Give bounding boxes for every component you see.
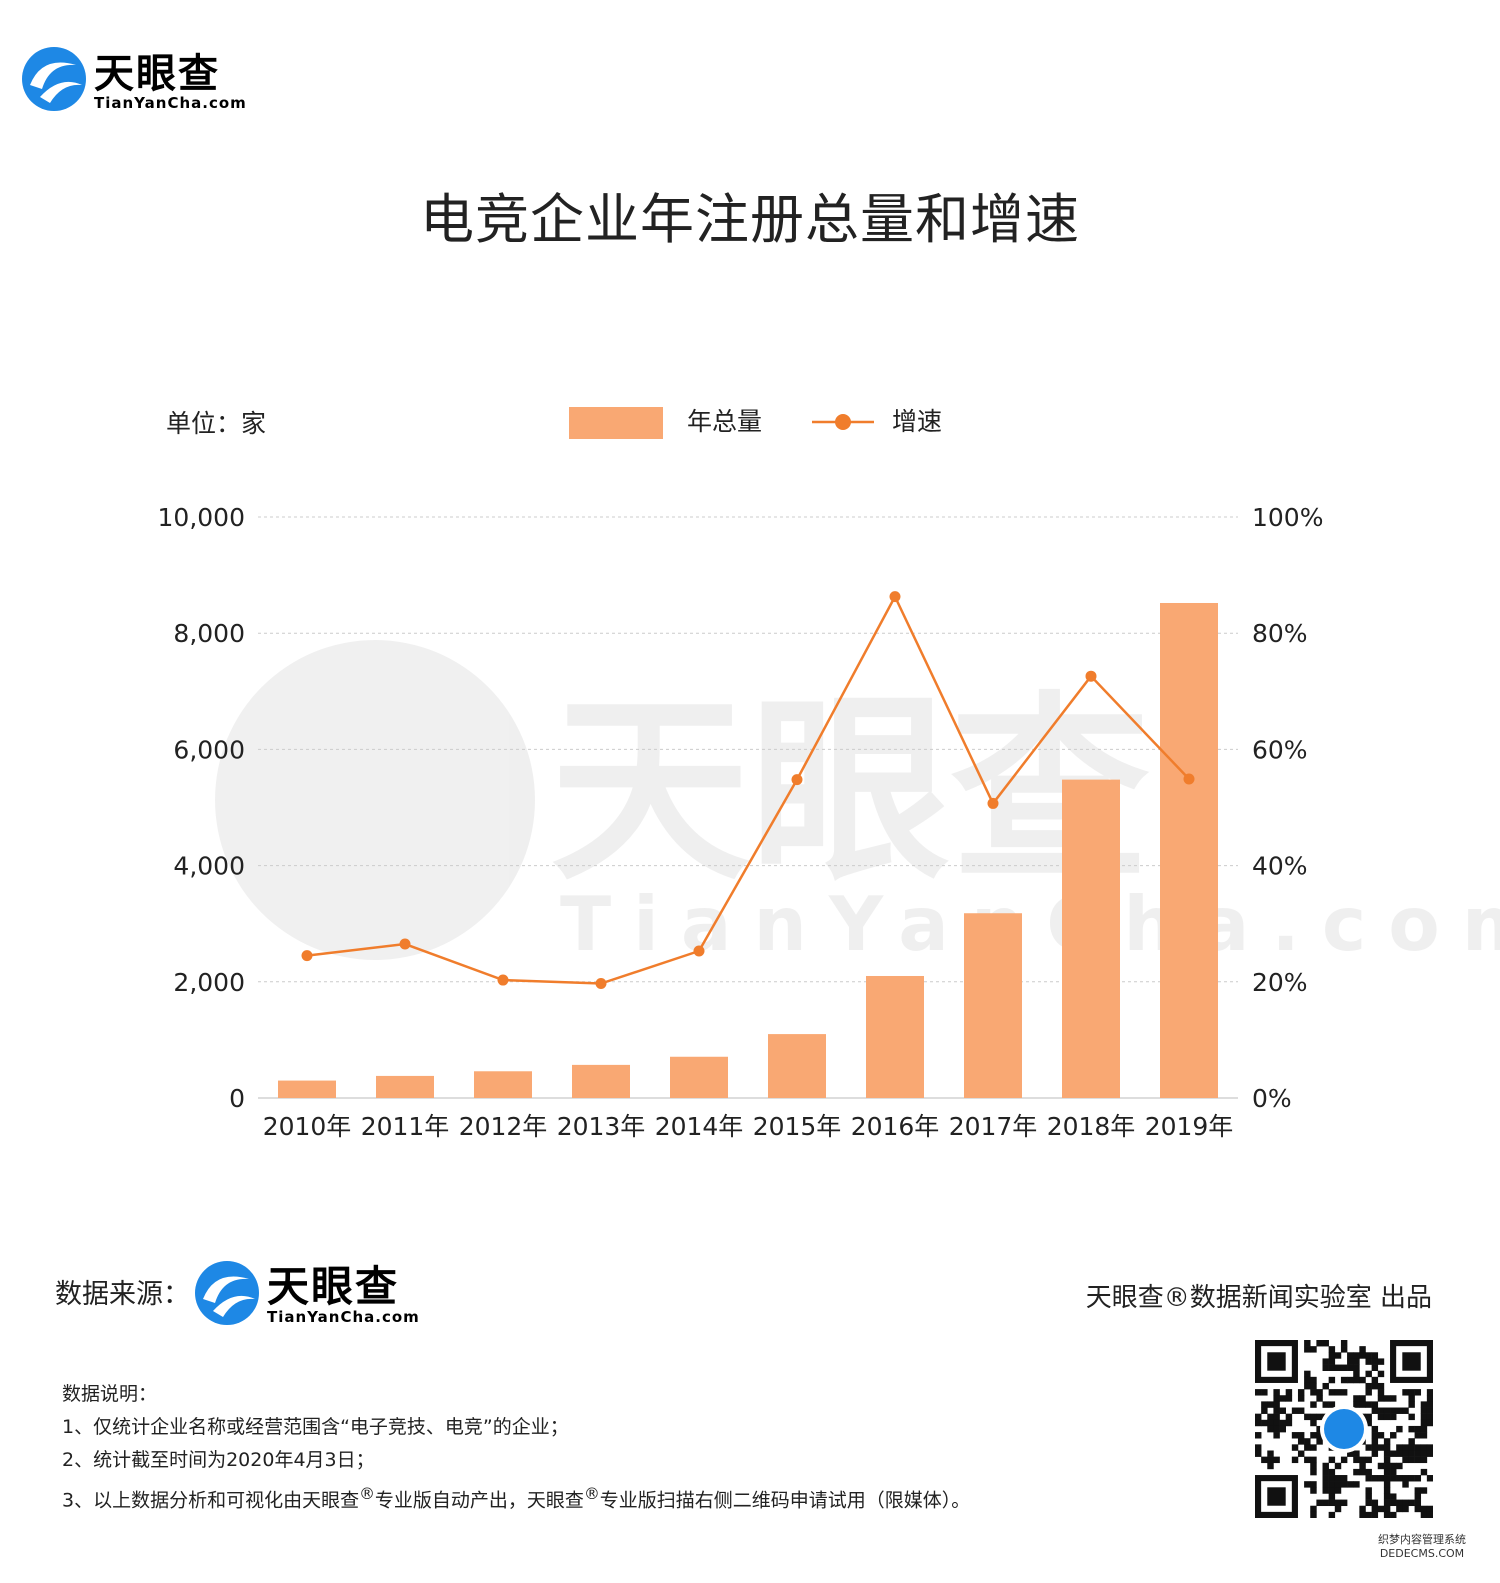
legend-bar-label: 年总量	[687, 407, 762, 436]
page-title: 电竞企业年注册总量和增速	[420, 188, 1080, 251]
logo-cn-text: 天眼查	[94, 51, 220, 97]
x-tick-label: 2019年	[1145, 1112, 1234, 1141]
bar	[1160, 602, 1218, 1098]
notes-line-3a: 3、以上数据分析和可视化由天眼查	[62, 1489, 360, 1512]
data-source: 数据来源： 天眼查 TianYanCha.com	[55, 1255, 475, 1335]
y-right-tick-label: 60%	[1252, 735, 1308, 764]
y-left-tick-label: 8,000	[173, 619, 245, 648]
growth-point	[693, 945, 705, 957]
notes: 数据说明： 1、仅统计企业名称或经营范围含“电子竞技、电竞”的企业； 2、统计截…	[62, 1378, 970, 1517]
notes-line-1: 1、仅统计企业名称或经营范围含“电子竞技、电竞”的企业；	[62, 1416, 569, 1438]
source-logo: 数据来源： 天眼查 TianYanCha.com	[55, 1261, 420, 1326]
corner-watermark-line-1: 织梦内容管理系统	[1378, 1533, 1466, 1546]
source-label: 数据来源：	[55, 1279, 190, 1310]
y-left-tick-label: 0	[229, 1084, 245, 1113]
source-logo-icon	[195, 1261, 259, 1325]
bar	[768, 1034, 826, 1098]
bar	[866, 975, 924, 1098]
brand-logo-top: 天眼查 TianYanCha.com	[20, 45, 260, 115]
watermark: 天眼查 TianYanCha.com	[215, 640, 1500, 968]
chart: 天眼查 TianYanCha.com 0 0% 2,000 20% 4,000 40% 6,…	[158, 407, 1500, 1141]
watermark-en: TianYanCha.com	[560, 880, 1500, 968]
y-left-tick-label: 2,000	[173, 968, 245, 997]
legend: 年总量 增速	[569, 407, 942, 439]
bar-series	[278, 602, 1218, 1098]
corner-watermark-line-2: DEDECMS.COM	[1379, 1547, 1465, 1560]
bar	[376, 1075, 434, 1098]
tianyancha-logo-icon: 天眼查 TianYanCha.com	[22, 47, 247, 112]
logo-en-text: TianYanCha.com	[94, 94, 247, 112]
x-tick-label: 2011年	[361, 1112, 450, 1141]
growth-point	[791, 774, 803, 786]
legend-line-marker	[835, 414, 851, 430]
legend-bar-swatch	[569, 407, 663, 439]
y-right-tick-label: 100%	[1252, 503, 1323, 532]
growth-point	[595, 978, 607, 990]
source-logo-cn: 天眼查	[267, 1262, 399, 1311]
y-right-tick-label: 80%	[1252, 619, 1308, 648]
notes-line-2: 2、统计截至时间为2020年4月3日；	[62, 1449, 375, 1471]
x-tick-label: 2016年	[851, 1112, 940, 1141]
growth-point	[399, 938, 411, 950]
growth-point	[497, 974, 509, 986]
growth-point	[889, 591, 901, 603]
y-right-tick-label: 0%	[1252, 1084, 1292, 1113]
growth-point	[987, 797, 999, 809]
axis-labels: 0 0% 2,000 20% 4,000 40% 6,000 60% 8,000 80% 10,00…	[158, 503, 1324, 1141]
growth-point	[1183, 773, 1195, 785]
x-tick-label: 2013年	[557, 1112, 646, 1141]
bar	[278, 1080, 336, 1098]
growth-point	[1085, 670, 1097, 682]
reg-mark: ®	[359, 1484, 375, 1503]
growth-line	[306, 593, 1190, 985]
bar	[572, 1064, 630, 1098]
qr-code-icon[interactable]	[1255, 1340, 1433, 1518]
reg-mark: ®	[583, 1484, 600, 1503]
line-series	[301, 591, 1195, 990]
credit-text: 天眼查®数据新闻实验室 出品	[1085, 1283, 1432, 1313]
x-tick-label: 2012年	[459, 1112, 548, 1141]
y-left-tick-label: 10,000	[158, 503, 245, 532]
legend-line-label: 增速	[892, 407, 942, 436]
notes-line-3c: 专业版扫描右侧二维码申请试用（限媒体）。	[599, 1489, 971, 1512]
notes-line-3b: 专业版自动产出，天眼查	[374, 1489, 584, 1512]
watermark-cn: 天眼查	[550, 675, 1150, 908]
bar	[964, 913, 1022, 1098]
x-tick-label: 2015年	[753, 1112, 842, 1141]
notes-heading: 数据说明：	[62, 1383, 158, 1405]
y-left-tick-label: 6,000	[173, 735, 245, 764]
y-right-tick-label: 40%	[1252, 852, 1308, 881]
y-left-tick-label: 4,000	[173, 852, 245, 881]
notes-line-3: 3、以上数据分析和可视化由天眼查®专业版自动产出，天眼查®专业版扫描右侧二维码申…	[62, 1477, 970, 1517]
unit-label: 单位：家	[166, 409, 266, 438]
x-tick-label: 2010年	[263, 1112, 352, 1141]
bar	[670, 1056, 728, 1098]
bar	[474, 1071, 532, 1098]
bar	[1062, 779, 1120, 1098]
x-tick-label: 2014年	[655, 1112, 744, 1141]
corner-watermark: 织梦内容管理系统 DEDECMS.COM	[1378, 1533, 1466, 1561]
x-tick-label: 2018年	[1047, 1112, 1136, 1141]
source-logo-en: TianYanCha.com	[267, 1308, 420, 1326]
y-right-tick-label: 20%	[1252, 968, 1308, 997]
x-tick-label: 2017年	[949, 1112, 1038, 1141]
growth-point	[301, 950, 313, 962]
